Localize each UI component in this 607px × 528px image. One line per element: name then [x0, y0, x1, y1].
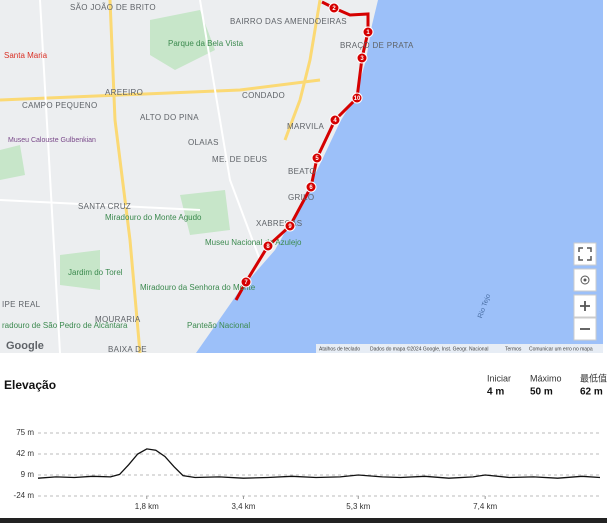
stat-value: 50 m: [530, 387, 553, 398]
section-title: Elevação: [4, 378, 56, 392]
x-tick-label: 3,4 km: [231, 502, 255, 511]
route-marker-label: 3: [360, 56, 364, 62]
stat-label: Máximo: [530, 373, 562, 383]
attribution-link[interactable]: Atalhos de teclado: [319, 346, 360, 352]
elevation-chart: 75 m 42 m 9 m -24 m 1,8 km 3,4 km 5,3 km 7,4 km: [14, 428, 601, 511]
map-label: Museu Nacional do Azulejo: [205, 238, 302, 247]
water: [196, 0, 603, 353]
route-marker-label: 9: [288, 224, 292, 230]
route-marker-label: 6: [309, 185, 313, 191]
route-marker: [356, 52, 368, 64]
map-label: Museu Calouste Gulbenkian: [8, 137, 96, 144]
y-tick-label: 75 m: [16, 428, 34, 437]
logo: Google: [6, 340, 44, 352]
y-tick-label: 42 m: [16, 449, 34, 458]
route-marker: [284, 220, 296, 232]
map-label: Miradouro do Monte Agudo: [105, 213, 202, 222]
map-label: ME. DE DEUS: [212, 155, 267, 164]
route-marker: [305, 181, 317, 193]
map-label: OLAIAS: [188, 138, 219, 147]
map-label: MOURARIA: [95, 315, 141, 324]
route-marker-label: 1: [366, 30, 370, 36]
map-label: IPE REAL: [2, 300, 41, 309]
route-marker-label: 5: [315, 156, 319, 162]
map-label: Santa Maria: [4, 51, 48, 60]
zoom-in[interactable]: [573, 294, 597, 318]
elevation-line: [37, 448, 601, 479]
route-marker: [240, 276, 252, 288]
attribution-text: Dados do mapa ©2024 Google, Inst. Geogr.…: [370, 345, 488, 352]
fullscreen-button[interactable]: [573, 242, 597, 266]
route-marker: [311, 152, 323, 164]
route-marker-label: 10: [354, 96, 361, 102]
map-label: CONDADO: [242, 91, 285, 100]
bottom-bar: [0, 518, 607, 523]
stat-value: 4 m: [487, 387, 504, 398]
map[interactable]: SÃO JOÃO DE BRITO BAIRRO DAS AMENDOEIRAS…: [0, 0, 603, 354]
map-label: Miradouro da Senhora do Monte: [140, 283, 256, 292]
x-tick-label: 7,4 km: [473, 502, 497, 511]
map-label: radouro de São Pedro de Alcântara: [2, 321, 128, 330]
x-tick-label: 5,3 km: [346, 502, 370, 511]
map-label: Panteão Nacional: [187, 321, 250, 330]
attribution-link[interactable]: Comunicar um erro no mapa: [529, 346, 593, 352]
route-marker: [362, 26, 374, 38]
map-label: AREEIRO: [105, 88, 143, 97]
attribution-bar: [316, 344, 603, 353]
map-label: Parque da Bela Vista: [168, 39, 244, 48]
road: [0, 0, 261, 354]
attribution-link[interactable]: Termos: [505, 346, 522, 352]
locate-button[interactable]: [573, 268, 597, 292]
map-label: SÃO JOÃO DE BRITO: [70, 3, 156, 12]
stat-label: 最低值: [580, 372, 607, 383]
stat-label: Iniciar: [487, 373, 511, 383]
route-marker-label: 4: [333, 118, 337, 124]
map-label: BEATO: [288, 167, 316, 176]
map-label: XABREGAS: [256, 219, 302, 228]
map-label: Jardim do Torel: [68, 268, 123, 277]
zoom-out[interactable]: [573, 317, 597, 341]
stat-value: 62 m: [580, 387, 603, 398]
map-label: GRILO: [288, 193, 314, 202]
map-label: SANTA CRUZ: [78, 202, 131, 211]
map-label: MARVILA: [287, 122, 324, 131]
route-marker-label: 2: [332, 6, 336, 12]
route-marker: [351, 92, 363, 104]
map-label: BRAÇO DE PRATA: [340, 41, 414, 50]
y-tick-label: -24 m: [14, 491, 35, 500]
map-label: ALTO DO PINA: [140, 113, 199, 122]
route-marker: [328, 2, 340, 14]
map-label: CAMPO PEQUENO: [22, 101, 97, 110]
y-tick-label: 9 m: [21, 470, 35, 479]
route-marker-label: 8: [266, 244, 270, 250]
route-marker-label: 7: [244, 280, 248, 286]
route-marker: [262, 240, 274, 252]
route-marker: [329, 114, 341, 126]
x-tick-label: 1,8 km: [135, 502, 159, 511]
map-label: BAIRRO DAS AMENDOEIRAS: [230, 17, 347, 26]
road: [0, 0, 322, 354]
map-label: BAIXA DE: [108, 345, 147, 354]
